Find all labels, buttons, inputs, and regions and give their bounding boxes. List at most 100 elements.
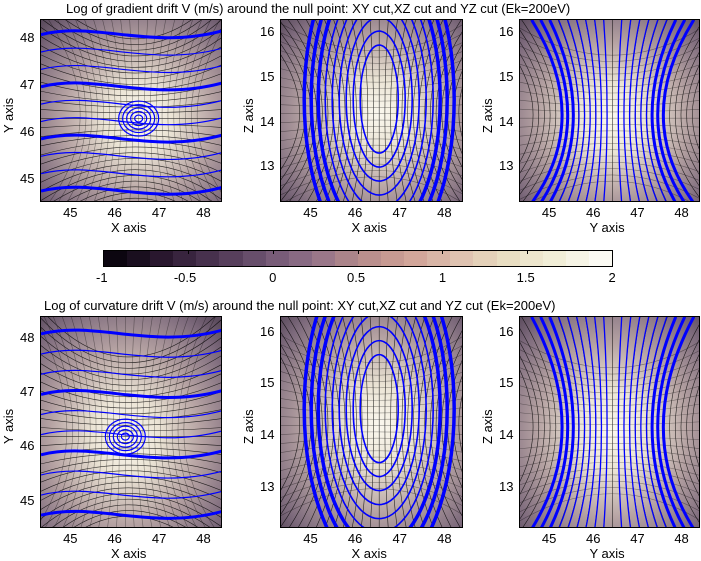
panel-curvature-yz-ytick-14: 14 [499, 426, 514, 442]
panel-curvature-xy-xtick-45: 45 [63, 531, 78, 546]
curvature-drift-title: Log of curvature drift V (m/s) around th… [44, 298, 556, 313]
colorbar-segment [427, 251, 452, 266]
gradient-drift-title: Log of gradient drift V (m/s) around the… [66, 1, 571, 16]
panel-gradient-xz-field-lines [302, 20, 456, 201]
panel-gradient-xz-xtick-46: 46 [347, 205, 363, 220]
panel-gradient-yz-xtick-46: 46 [586, 205, 601, 220]
colorbar-tick-mark [527, 250, 529, 254]
colorbar-segment [196, 251, 221, 266]
panel-gradient-xy [40, 19, 222, 202]
colorbar-tick-0: 0 [269, 270, 277, 285]
panel-curvature-xy-xtick-47: 47 [151, 531, 167, 546]
panel-curvature-xz-field-lines [302, 317, 456, 527]
colorbar-segment [219, 251, 244, 266]
panel-gradient-xy-field-lines [41, 29, 221, 196]
panel-gradient-xz [280, 19, 463, 202]
colorbar-tick-1.5: 1.5 [516, 270, 535, 285]
panel-curvature-xy-xtick-46: 46 [107, 531, 122, 546]
panel-gradient-yz-ytick-14: 14 [499, 113, 514, 129]
panel-gradient-yz-xtick-45: 45 [541, 205, 557, 220]
colorbar-tick-2: 2 [608, 270, 616, 285]
colorbar-tick-1: 1 [438, 270, 447, 285]
panel-curvature-xz-xtick-46: 46 [347, 531, 363, 546]
panel-curvature-xy-ytick-47: 47 [20, 384, 35, 400]
colorbar-tick-mark [272, 250, 274, 254]
panel-curvature-xz-ytick-15: 15 [260, 375, 275, 391]
panel-curvature-xy-ytick-45: 45 [20, 492, 35, 508]
panel-curvature-xy [40, 316, 222, 528]
panel-curvature-yz-xtick-45: 45 [541, 531, 557, 546]
panel-gradient-xy-xtick-47: 47 [151, 205, 167, 220]
panel-gradient-xy-xtick-48: 48 [196, 205, 211, 220]
panel-gradient-yz [519, 19, 700, 202]
panel-gradient-xz-xtick-47: 47 [392, 205, 407, 220]
panel-curvature-yz-xtick-47: 47 [630, 531, 645, 546]
colorbar-segment [450, 251, 475, 266]
panel-curvature-yz-heatmap [520, 317, 699, 527]
panel-curvature-xy-ytick-48: 48 [20, 329, 35, 345]
colorbar-tick--0.5: -0.5 [173, 270, 197, 285]
panel-gradient-xz-ylabel: Z axis [241, 97, 256, 133]
panel-curvature-xy-xtick-48: 48 [196, 531, 211, 546]
panel-curvature-yz-ylabel: Z axis [480, 409, 495, 444]
colorbar-segment [311, 251, 336, 266]
colorbar-segment [150, 251, 175, 266]
colorbar-segment [265, 251, 290, 266]
panel-curvature-yz-xlabel: Y axis [589, 546, 625, 561]
colorbar-tick--1: -1 [96, 270, 108, 285]
panel-gradient-yz-xtick-48: 48 [674, 205, 689, 220]
panel-gradient-xy-ytick-45: 45 [20, 170, 35, 186]
colorbar-segment [542, 251, 567, 266]
panel-curvature-yz-xtick-46: 46 [586, 531, 601, 546]
panel-curvature-xy-field-lines [41, 328, 221, 520]
panel-curvature-xz [280, 316, 463, 528]
panel-gradient-xy-xtick-45: 45 [63, 205, 78, 220]
panel-curvature-xy-heatmap [41, 317, 221, 527]
panel-curvature-xy-ylabel: Y axis [1, 408, 16, 444]
colorbar-segment [404, 251, 429, 266]
colorbar-tick-mark [103, 250, 104, 254]
colorbar-segment [565, 251, 590, 266]
panel-gradient-xy-ytick-46: 46 [20, 123, 35, 139]
colorbar-segment [242, 251, 267, 266]
panel-gradient-yz-ytick-13: 13 [499, 158, 514, 174]
panel-curvature-xy-streamlines [41, 317, 221, 527]
panel-curvature-xy-xlabel: X axis [111, 546, 147, 561]
panel-curvature-xz-xtick-47: 47 [392, 531, 407, 546]
colorbar-segment [381, 251, 406, 266]
colorbar [103, 250, 613, 267]
colorbar-segment [288, 251, 313, 266]
panel-curvature-yz-xtick-48: 48 [674, 531, 689, 546]
panel-gradient-xy-xtick-46: 46 [107, 205, 122, 220]
colorbar-segment [173, 251, 198, 266]
panel-curvature-xz-ytick-13: 13 [260, 478, 275, 494]
panel-gradient-xy-ylabel: Y axis [1, 97, 16, 133]
colorbar-tick-mark [442, 250, 444, 254]
colorbar-segment [358, 251, 383, 266]
colorbar-segment [473, 251, 498, 266]
panel-gradient-xz-heatmap [281, 20, 462, 201]
panel-curvature-xy-ytick-46: 46 [20, 438, 35, 454]
panel-gradient-xy-ytick-47: 47 [20, 76, 35, 92]
panel-gradient-xz-xlabel: X axis [351, 220, 387, 235]
panel-gradient-xz-ytick-14: 14 [260, 113, 275, 129]
panel-curvature-xz-heatmap [281, 317, 462, 527]
colorbar-segment [519, 251, 544, 266]
panel-curvature-yz-ytick-13: 13 [499, 478, 514, 494]
panel-curvature-xz-xtick-45: 45 [303, 531, 318, 546]
colorbar-segment [334, 251, 359, 266]
panel-gradient-yz-ytick-15: 15 [499, 69, 514, 85]
panel-gradient-yz-ylabel: Z axis [480, 97, 495, 133]
panel-curvature-xz-ytick-16: 16 [260, 323, 275, 339]
colorbar-tick-0.5: 0.5 [347, 270, 366, 285]
panel-gradient-xz-xtick-45: 45 [303, 205, 318, 220]
panel-gradient-yz-xlabel: Y axis [589, 220, 625, 235]
panel-gradient-yz-heatmap [520, 20, 699, 201]
panel-curvature-xz-xlabel: X axis [351, 546, 387, 561]
colorbar-tick-mark [612, 250, 613, 254]
colorbar-segment [104, 251, 129, 266]
panel-gradient-xz-ytick-15: 15 [260, 69, 275, 85]
colorbar-segment [588, 251, 612, 266]
panel-gradient-xy-xlabel: X axis [111, 220, 147, 235]
panel-gradient-xz-ytick-16: 16 [260, 24, 275, 40]
